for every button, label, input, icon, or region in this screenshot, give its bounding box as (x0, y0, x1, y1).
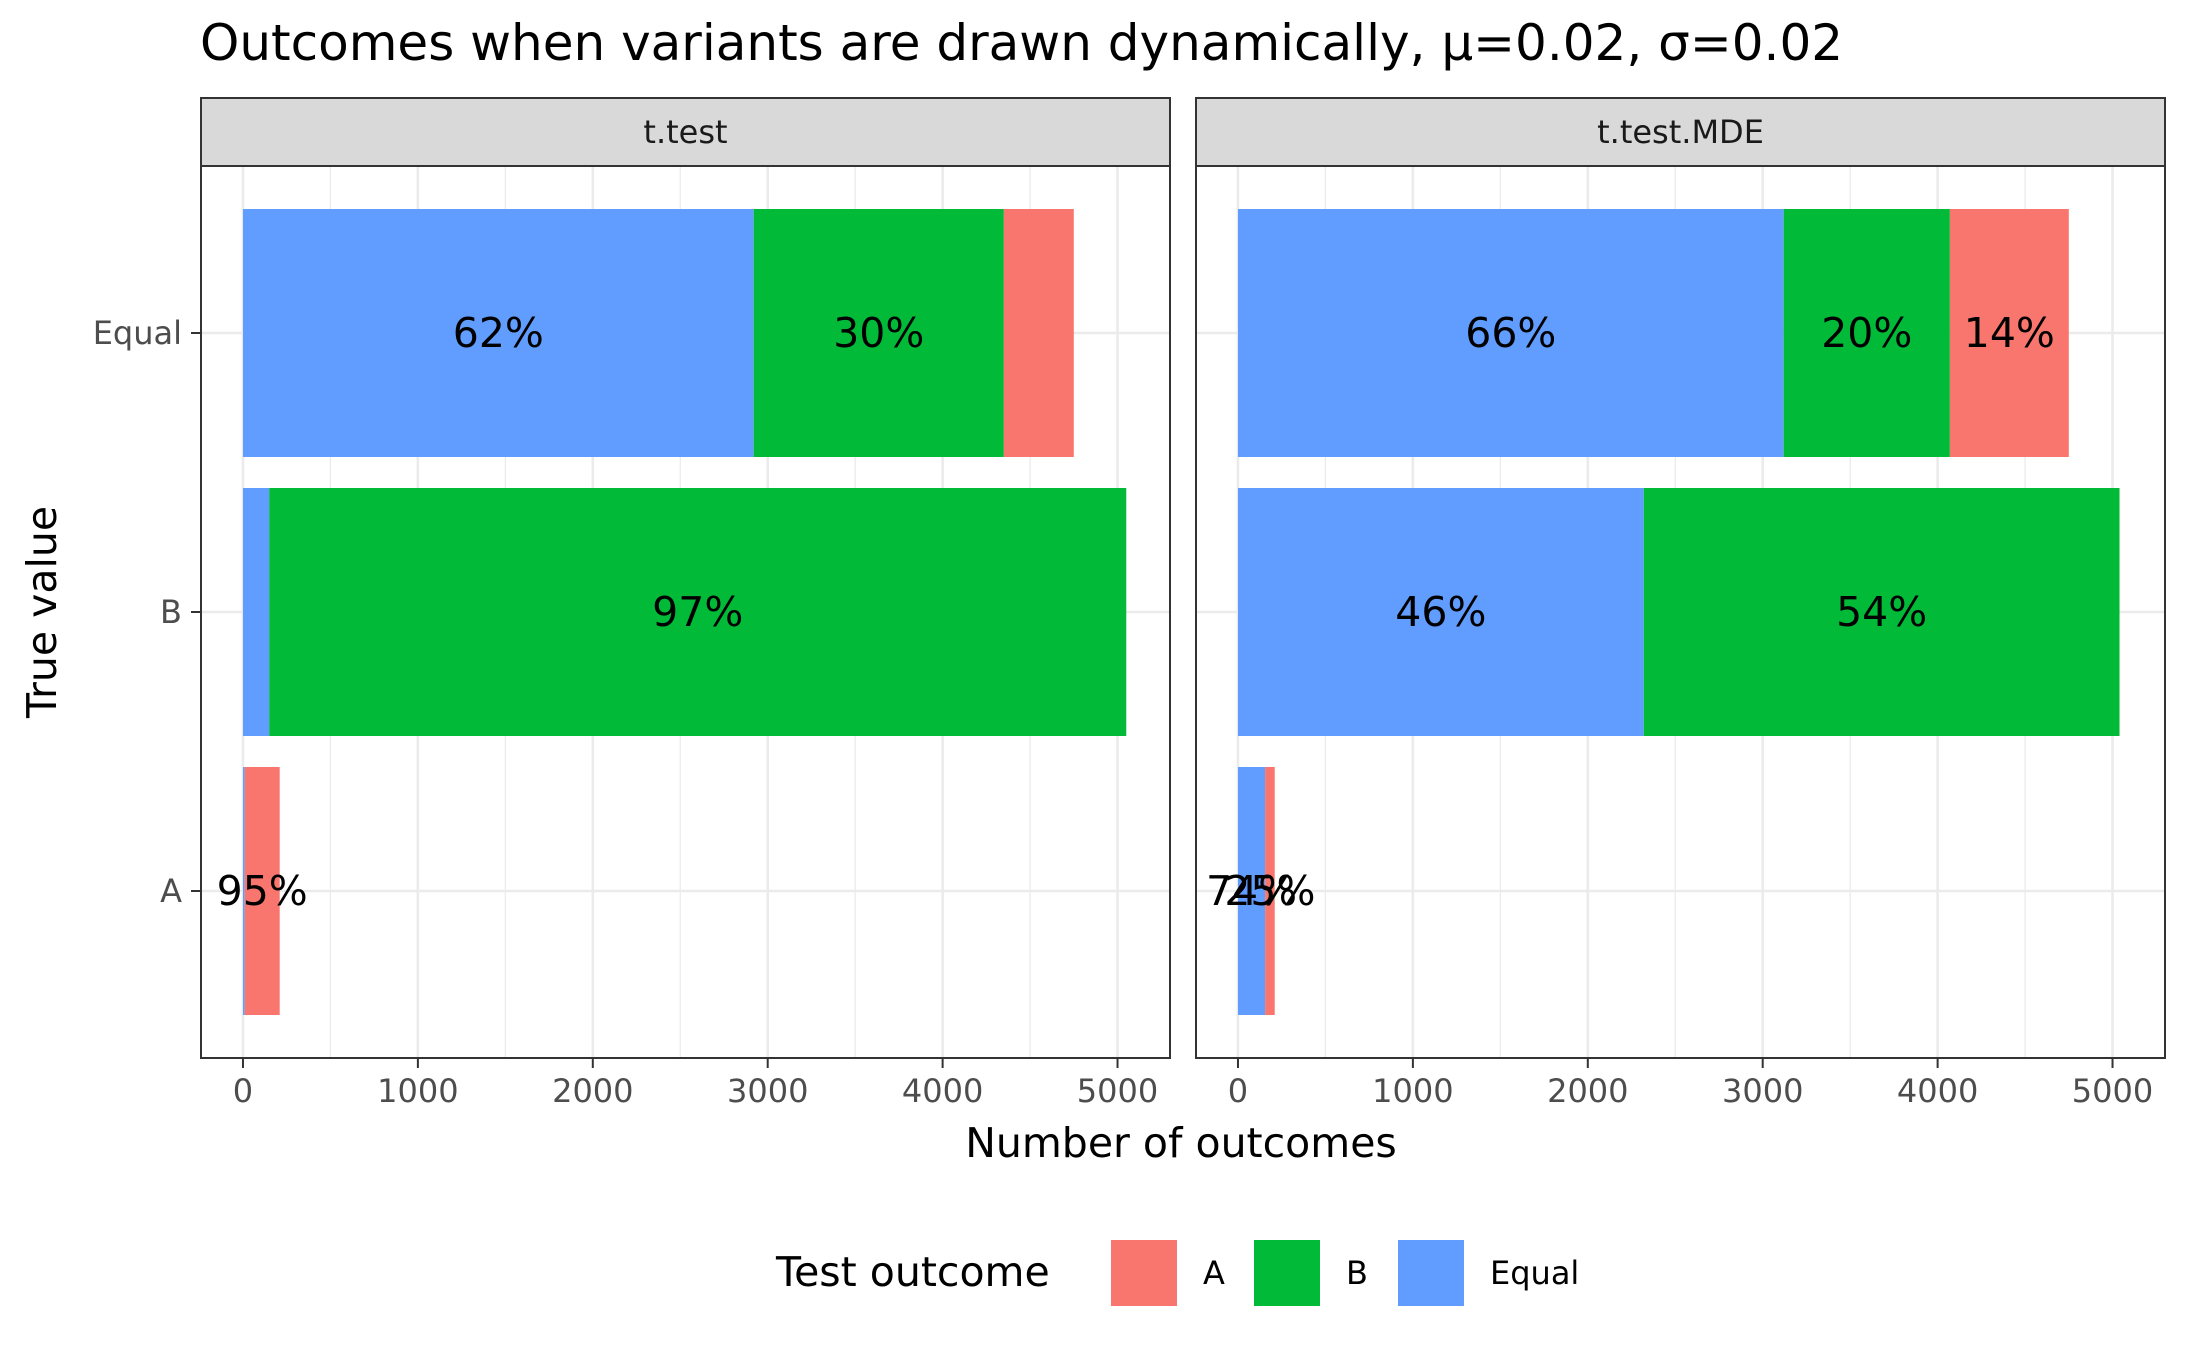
x-tick-label: 4000 (1897, 1072, 1978, 1110)
facet-strip-label: t.test (643, 113, 727, 151)
x-tick-label: 3000 (1722, 1072, 1803, 1110)
data-label: 74% (1206, 867, 1297, 915)
x-tick-label: 0 (1228, 1072, 1248, 1110)
facet-strip (1195, 97, 2166, 167)
bar-a-a (1265, 767, 1275, 1015)
bar-a-equal (1237, 767, 1266, 1015)
legend-label: A (1203, 1254, 1225, 1292)
y-tick-label: A (160, 872, 182, 910)
facet-strip (200, 97, 1171, 167)
x-axis-title: Number of outcomes (965, 1119, 1397, 1167)
legend-key-b (1254, 1240, 1320, 1306)
y-axis-title: True value (18, 506, 66, 719)
legend: Test outcome A B Equal (775, 1240, 1579, 1306)
x-tick-label: 1000 (377, 1072, 458, 1110)
y-tick-label: B (160, 593, 182, 631)
legend-key-a (1111, 1240, 1177, 1306)
legend-title: Test outcome (775, 1248, 1050, 1296)
bar-a-equal (242, 767, 245, 1015)
panel-t-test-MDE: 25%74% 46% 54% 66% 20% 14% t.test.MDE 0 1000 2000… (1195, 97, 2166, 1110)
facet-strip-label: t.test.MDE (1597, 113, 1764, 151)
bars (242, 209, 1127, 1015)
x-tick-label: 5000 (1077, 1072, 1158, 1110)
bar-b-equal (242, 488, 270, 736)
bar-a-a (244, 767, 280, 1015)
bar-equal-b (1783, 209, 1950, 457)
bar-equal-a (1949, 209, 2069, 457)
bar-equal-equal (1237, 209, 1784, 457)
bar-b-equal (1237, 488, 1644, 736)
data-label: 97% (652, 588, 743, 636)
bar-equal-b (753, 209, 1004, 457)
bar-equal-a (1003, 209, 1074, 457)
x-tick-label: 3000 (727, 1072, 808, 1110)
data-label: 54% (1836, 588, 1927, 636)
x-tick-label: 2000 (552, 1072, 633, 1110)
legend-label: Equal (1490, 1254, 1579, 1292)
x-tick-label: 4000 (902, 1072, 983, 1110)
data-label: 30% (833, 309, 924, 357)
legend-label: B (1346, 1254, 1368, 1292)
x-tick-label: 1000 (1372, 1072, 1453, 1110)
data-label: 20% (1821, 309, 1912, 357)
data-label: 25% (1224, 867, 1315, 915)
data-label: 62% (453, 309, 544, 357)
bars (1237, 209, 2120, 1015)
x-tick-label: 2000 (1547, 1072, 1628, 1110)
data-label: 14% (1964, 309, 2055, 357)
bar-b-b (269, 488, 1127, 736)
chart-panels: 95% 97% 62% 30% t.test 0 1000 2000 3000 4000 5000 A… (93, 97, 2166, 1110)
bar-equal-equal (242, 209, 754, 457)
bar-b-b (1643, 488, 2120, 736)
data-label: 95% (217, 867, 308, 915)
y-tick-label: Equal (93, 314, 182, 352)
data-label: 66% (1465, 309, 1556, 357)
data-label: 46% (1395, 588, 1486, 636)
panel-t-test: 95% 97% 62% 30% t.test 0 1000 2000 3000 4000 5000 A… (93, 97, 1171, 1110)
legend-key-equal (1398, 1240, 1464, 1306)
x-tick-label: 5000 (2072, 1072, 2153, 1110)
chart-title: Outcomes when variants are drawn dynamic… (200, 14, 1843, 72)
x-tick-label: 0 (233, 1072, 253, 1110)
